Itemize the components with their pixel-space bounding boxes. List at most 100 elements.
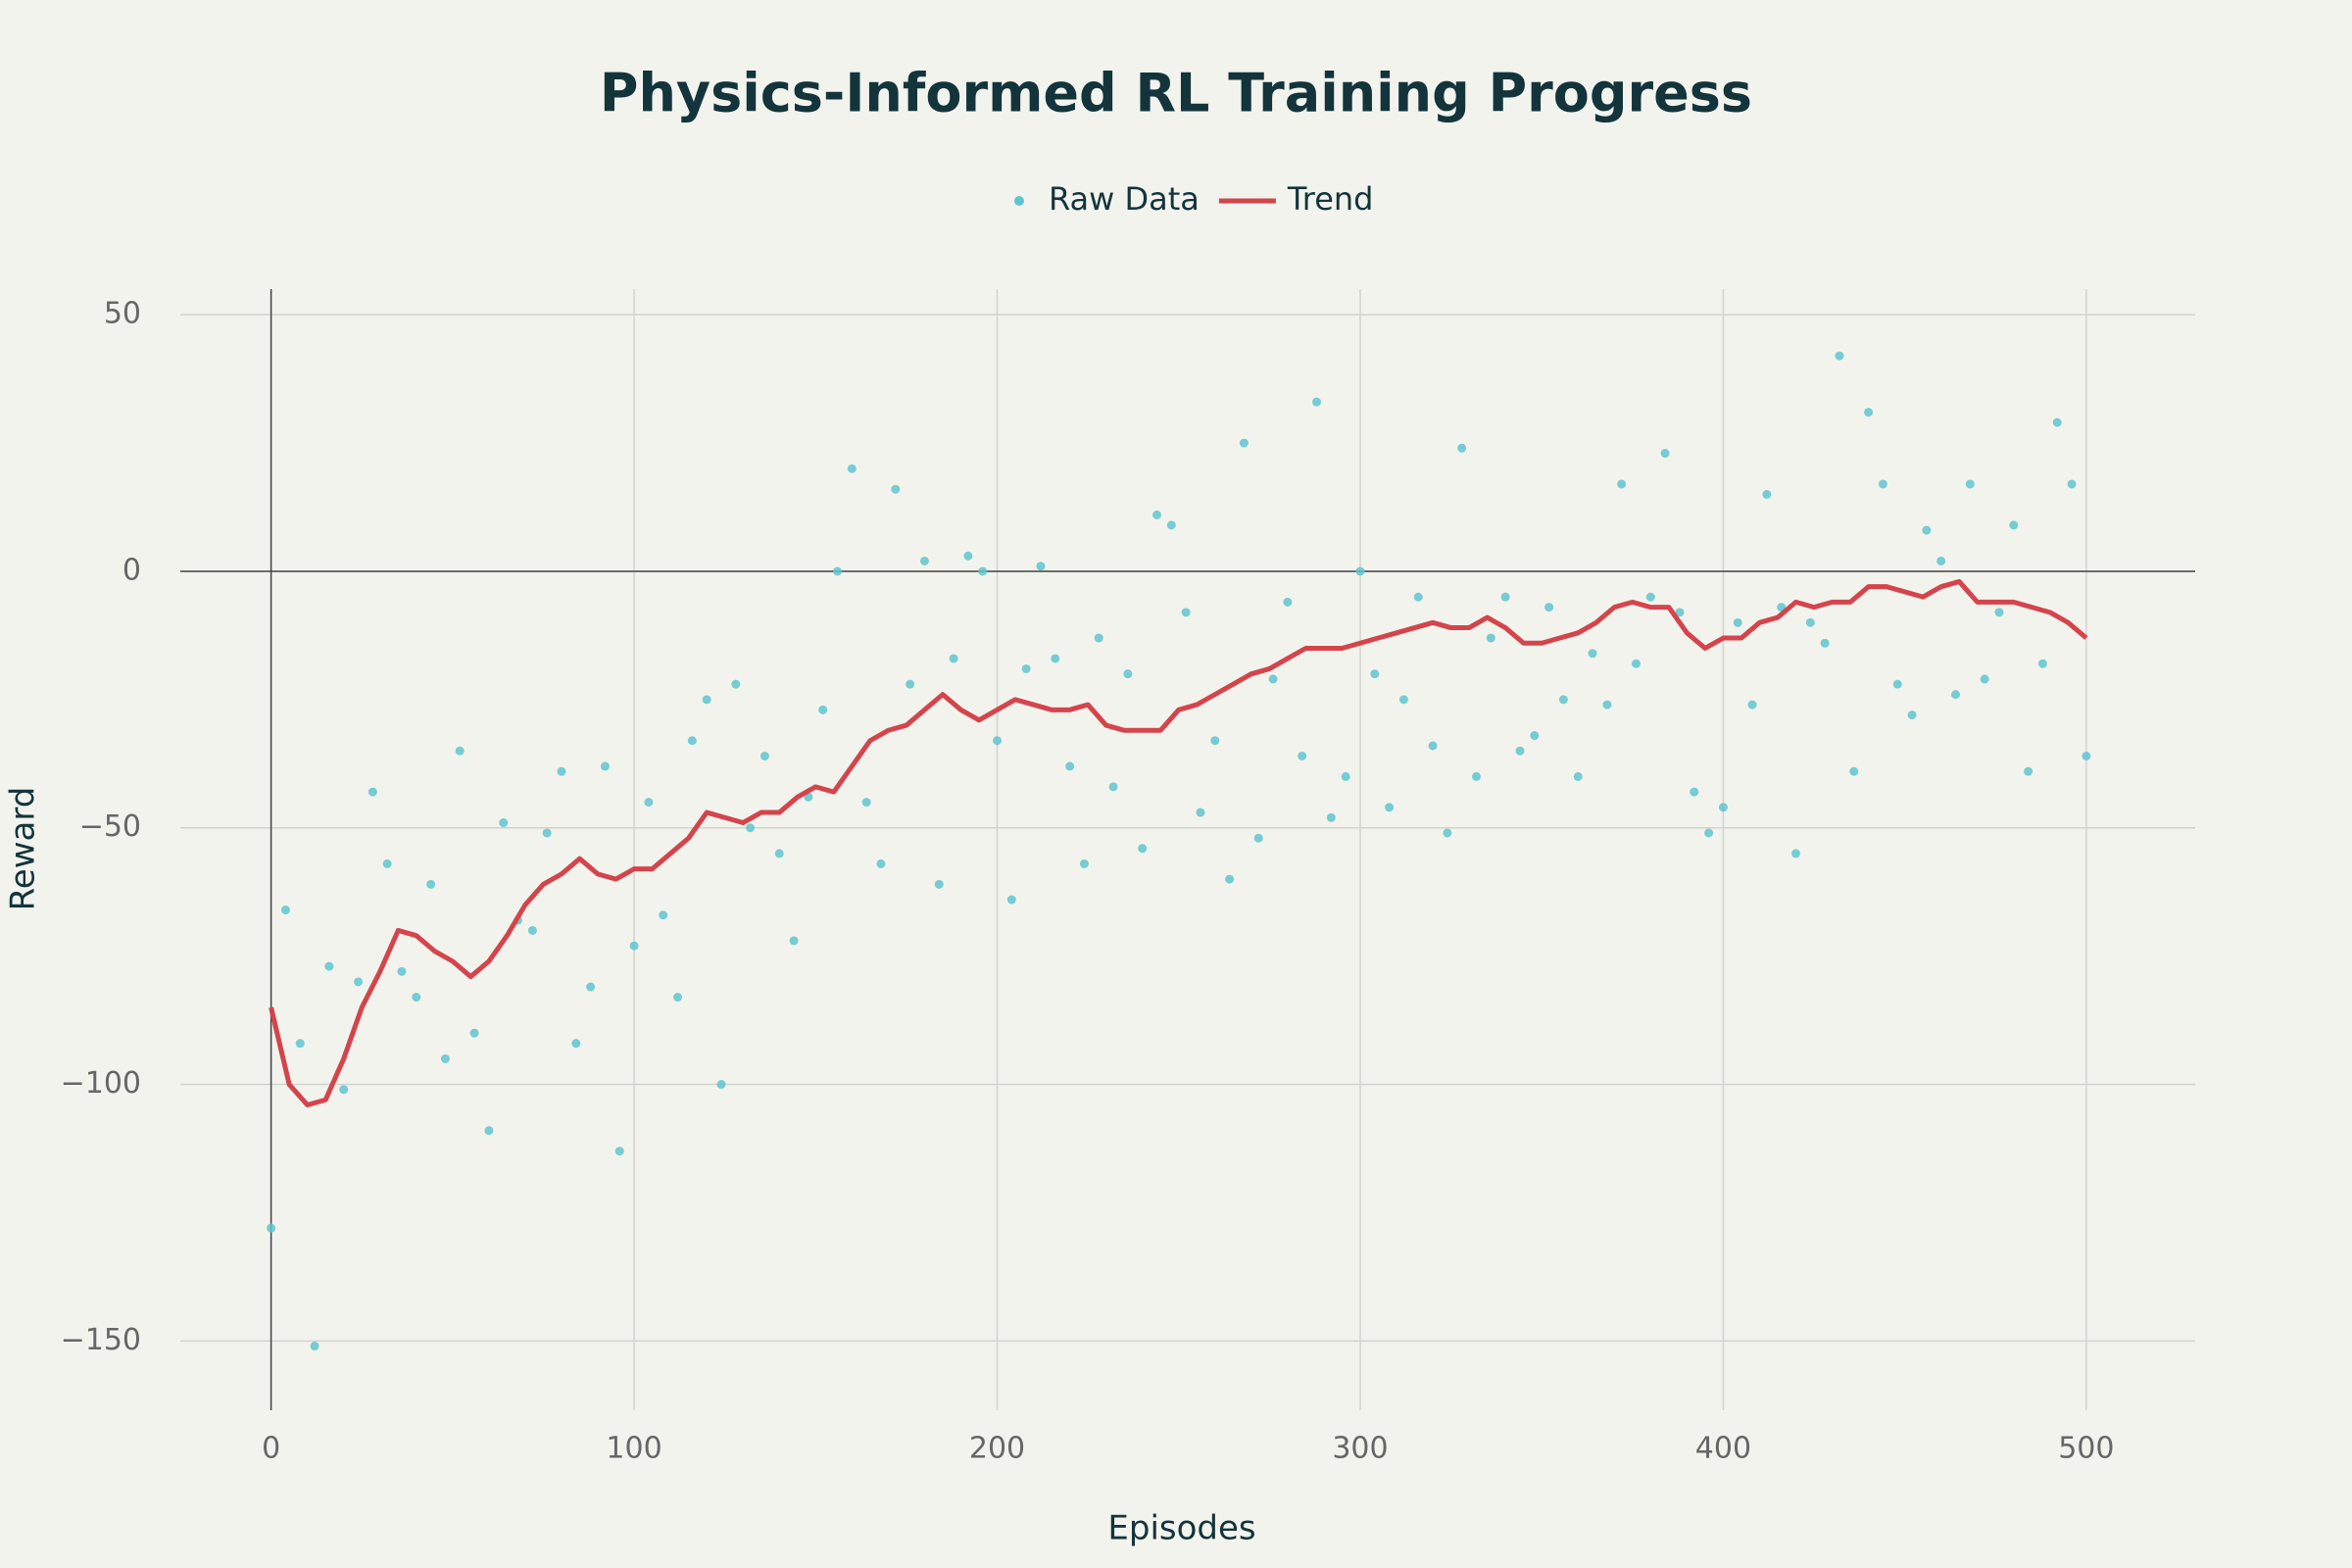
data-point <box>426 879 436 889</box>
data-point <box>1283 597 1293 607</box>
data-point <box>324 961 334 971</box>
data-point <box>629 941 639 951</box>
data-point <box>1428 741 1438 751</box>
x-tick-label: 300 <box>1332 1432 1388 1466</box>
data-point <box>1864 408 1874 417</box>
data-point <box>600 761 610 771</box>
data-point <box>1108 782 1118 792</box>
data-point <box>1951 690 1961 700</box>
data-point <box>1065 761 1075 771</box>
data-point <box>1747 700 1757 710</box>
data-point <box>1370 669 1380 679</box>
data-point <box>1544 603 1554 612</box>
data-point <box>760 751 769 760</box>
data-point <box>614 1147 624 1156</box>
data-point <box>934 879 944 889</box>
data-point <box>354 977 364 987</box>
data-point <box>1341 771 1350 781</box>
data-point <box>382 858 392 868</box>
data-point <box>1239 438 1249 448</box>
data-point <box>1413 592 1423 602</box>
data-point <box>833 566 843 576</box>
y-tick-label: 0 <box>122 553 141 587</box>
data-point <box>1878 479 1887 489</box>
data-point <box>1588 649 1597 659</box>
data-point <box>267 1223 276 1233</box>
data-point <box>2037 659 2047 668</box>
data-point <box>716 1080 726 1090</box>
x-tick-label: 0 <box>262 1432 280 1466</box>
data-point <box>1718 803 1728 812</box>
data-point <box>1500 592 1510 602</box>
data-point <box>295 1039 305 1049</box>
data-point <box>1892 679 1902 689</box>
data-point <box>1632 659 1642 668</box>
data-point <box>1835 351 1844 361</box>
y-tick-label: 50 <box>104 297 141 331</box>
data-point <box>440 1054 450 1063</box>
data-point <box>993 736 1003 746</box>
data-point <box>1515 746 1525 756</box>
data-point <box>1210 736 1220 746</box>
legend-label: Raw Data <box>1049 180 1200 218</box>
data-point <box>906 679 915 689</box>
data-point <box>1253 833 1263 843</box>
data-point <box>1355 566 1365 576</box>
data-point <box>1660 449 1670 459</box>
data-point <box>978 566 988 576</box>
trend-line <box>269 578 2088 1107</box>
plot-area <box>267 351 2091 1351</box>
data-point <box>789 936 799 946</box>
data-point <box>484 1126 494 1136</box>
data-point <box>1805 617 1815 627</box>
x-axis-label: Episodes <box>1107 1509 1255 1548</box>
x-tick-label: 200 <box>969 1432 1025 1466</box>
data-point <box>1965 479 1975 489</box>
data-point <box>1486 633 1495 643</box>
data-point <box>1181 608 1191 617</box>
data-point <box>469 1028 479 1038</box>
y-axis-label: Reward <box>4 787 43 911</box>
data-point <box>963 551 973 561</box>
chart-title: Physics-Informed RL Training Progress <box>600 63 1752 124</box>
data-point <box>702 695 711 705</box>
data-point <box>1152 510 1162 519</box>
data-point <box>1617 479 1627 489</box>
y-tick-label: −50 <box>79 809 141 844</box>
data-point <box>280 906 290 915</box>
data-point <box>1021 663 1031 673</box>
data-point <box>542 828 552 838</box>
data-point <box>557 766 566 776</box>
data-point <box>1326 812 1336 822</box>
legend-marker <box>1014 196 1024 206</box>
data-point <box>891 484 901 494</box>
data-point <box>2067 479 2077 489</box>
data-point <box>412 993 421 1003</box>
data-point <box>1936 556 1946 565</box>
data-point <box>1645 592 1655 602</box>
data-point <box>1385 803 1395 812</box>
y-tick-label: −100 <box>61 1066 141 1101</box>
data-point <box>2052 417 2062 427</box>
data-point <box>1849 766 1859 776</box>
data-point <box>339 1085 349 1095</box>
data-point <box>1602 700 1612 710</box>
data-point <box>1733 617 1742 627</box>
data-point <box>731 679 741 689</box>
data-point <box>1166 520 1176 530</box>
data-point <box>659 910 668 920</box>
data-point <box>571 1039 581 1049</box>
data-point <box>1225 874 1235 884</box>
data-point <box>2009 520 2019 530</box>
data-point <box>818 705 828 714</box>
data-point <box>1443 828 1452 838</box>
data-point <box>1079 858 1089 868</box>
data-point <box>876 858 886 868</box>
x-tick-label: 400 <box>1695 1432 1751 1466</box>
data-point <box>1675 608 1685 617</box>
data-point <box>1298 751 1307 760</box>
data-point <box>455 746 465 756</box>
